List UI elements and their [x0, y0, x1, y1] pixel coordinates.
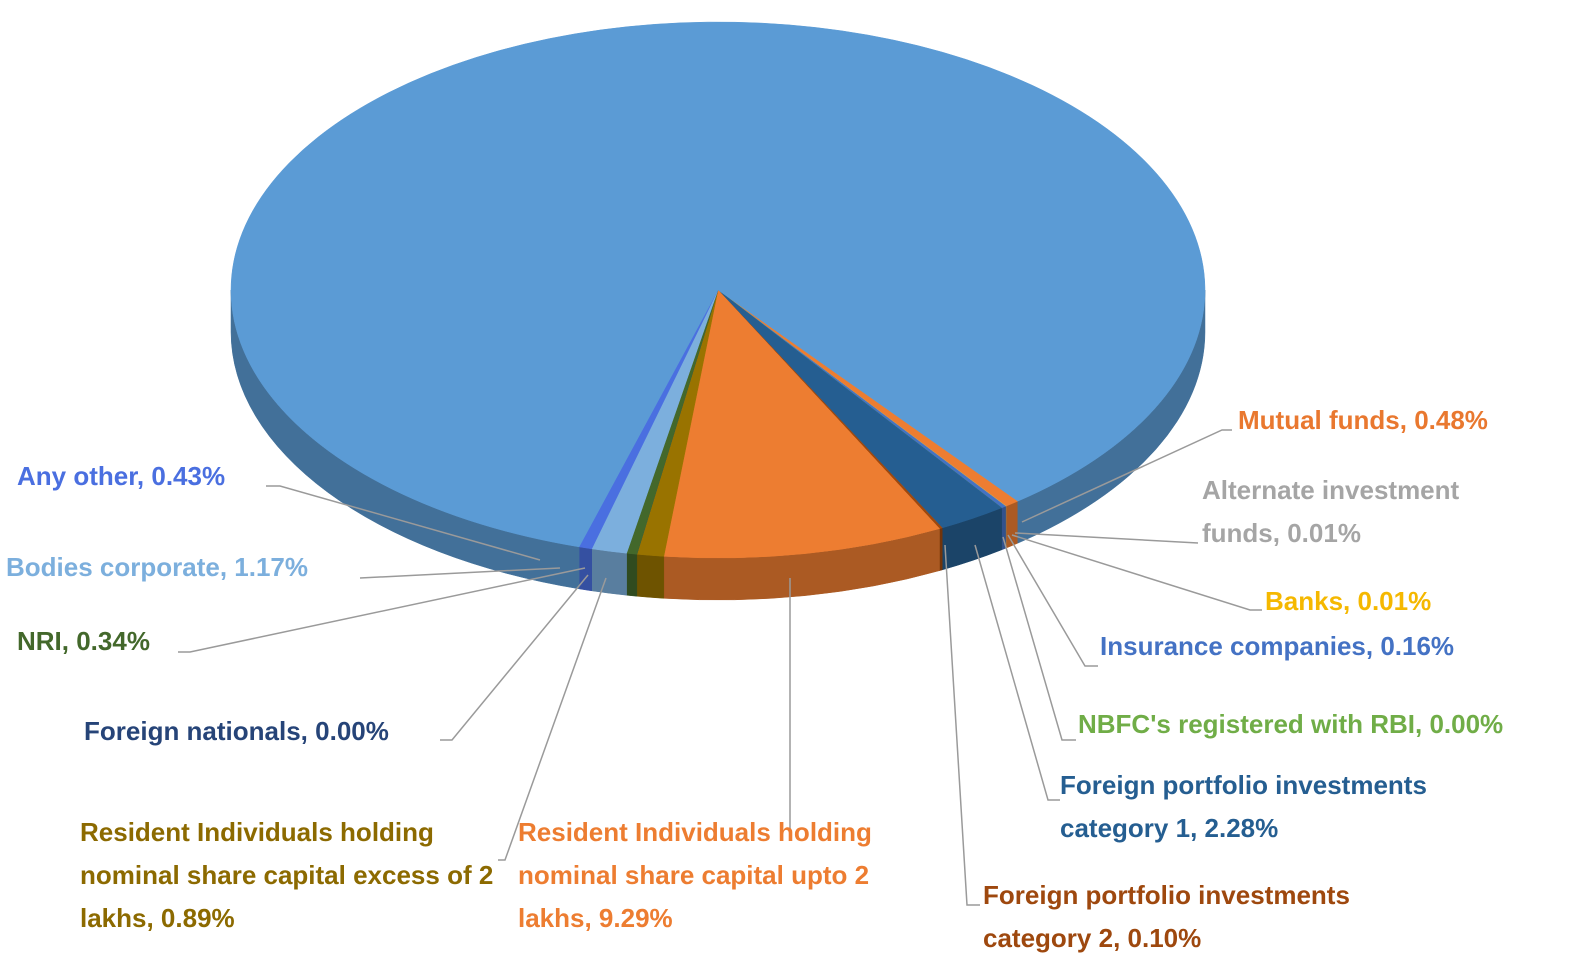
data-label: Mutual funds, 0.48% [1238, 399, 1538, 442]
data-label: Resident Individuals holding nominal sha… [80, 811, 500, 940]
leader-line [975, 545, 1060, 800]
slice-side [940, 528, 943, 571]
data-label: Foreign nationals, 0.00% [84, 710, 464, 753]
slice-side [592, 549, 627, 595]
data-label: Foreign portfolio investments category 1… [1060, 764, 1510, 850]
data-label: Banks, 0.01% [1265, 580, 1565, 623]
slice-side [627, 553, 637, 596]
slice-side [637, 554, 664, 598]
slice-tops [231, 22, 1205, 558]
page: html, body { margin: 0; padding: 0; widt… [0, 0, 1591, 969]
data-label: NBFC's registered with RBI, 0.00% [1078, 703, 1588, 746]
data-label: Foreign portfolio investments category 2… [983, 874, 1433, 960]
leader-line [1015, 533, 1198, 543]
data-label: NRI, 0.34% [17, 620, 197, 663]
data-label: Resident Individuals holding nominal sha… [518, 811, 938, 940]
leader-line [945, 545, 980, 905]
leader-line [1003, 537, 1076, 740]
chart-area: Mutual funds, 0.48% Alternate investment … [0, 0, 1591, 969]
data-label: Alternate investment funds, 0.01% [1202, 469, 1532, 555]
data-label: Insurance companies, 0.16% [1100, 625, 1560, 668]
data-label: Any other, 0.43% [17, 455, 277, 498]
body: {"chart_data": {"type": "pie", "values":… [0, 0, 1591, 969]
data-label: Bodies corporate, 1.17% [6, 546, 376, 589]
